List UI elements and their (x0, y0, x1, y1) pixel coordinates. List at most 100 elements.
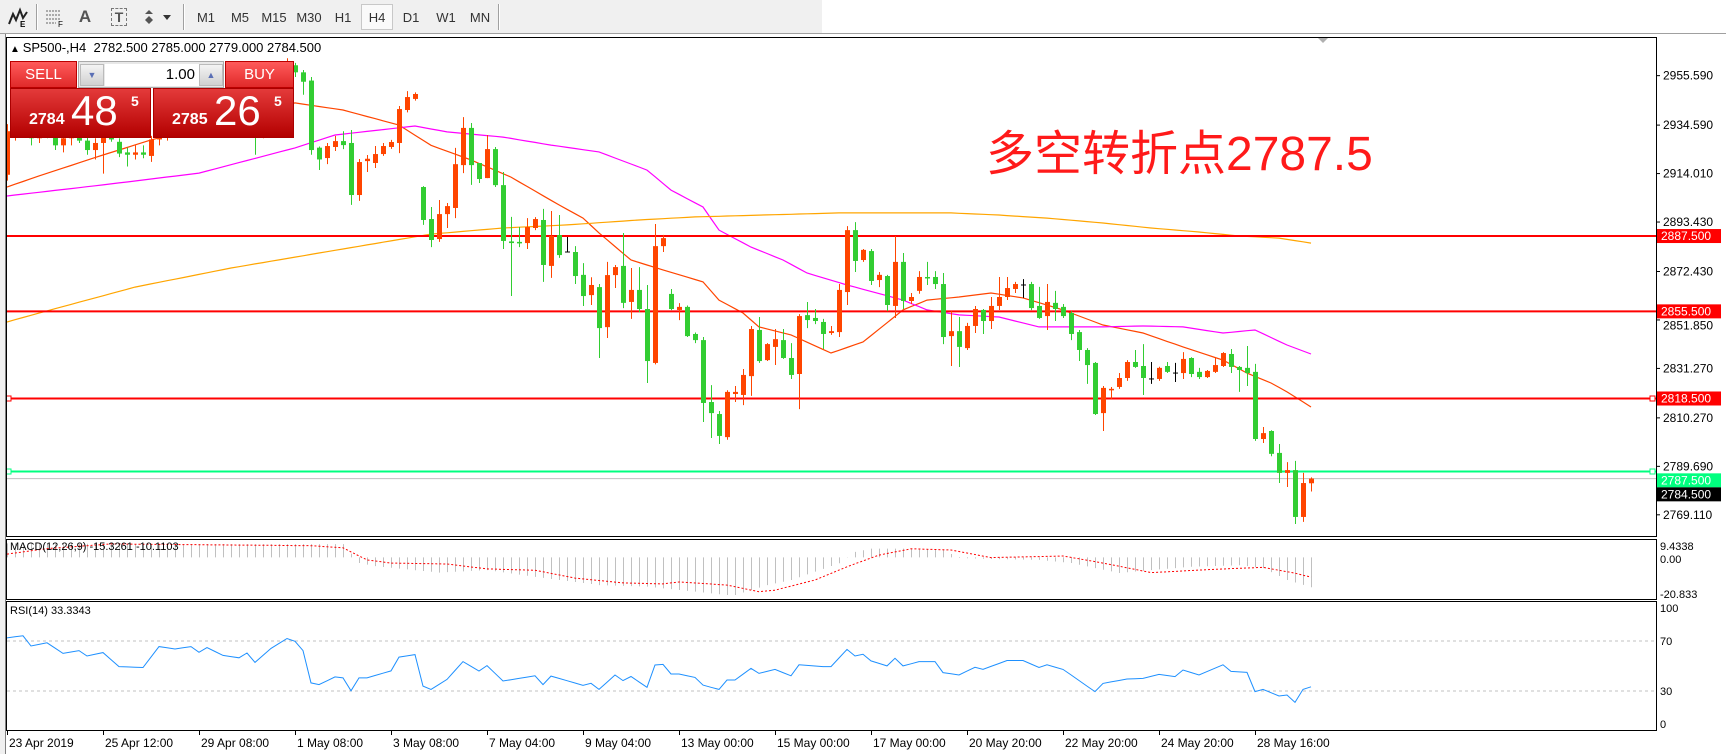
candle (805, 301, 810, 329)
sell-price-fraction: 5 (131, 93, 139, 109)
candle-body (429, 219, 434, 241)
candle (981, 309, 986, 334)
candle-body (1069, 313, 1074, 334)
candle-body (805, 315, 810, 321)
candle-body (653, 246, 658, 363)
candle-body (1213, 365, 1218, 372)
candle-body (1101, 387, 1106, 414)
timeframe-m1[interactable]: M1 (196, 9, 216, 25)
timeframe-h4[interactable]: H4 (361, 4, 393, 30)
candle (117, 138, 122, 158)
timeframe-m5[interactable]: M5 (230, 9, 250, 25)
candle-body (1141, 365, 1146, 379)
candle (373, 146, 378, 168)
candle-body (605, 275, 610, 328)
candle-body (125, 152, 130, 155)
candle (685, 305, 690, 338)
lot-size-input[interactable]: 1.00 (105, 64, 199, 86)
chart-shift-marker[interactable] (1318, 38, 1328, 43)
candle (1269, 430, 1274, 457)
timeframe-m30[interactable]: M30 (296, 9, 322, 25)
candle-body (1061, 306, 1066, 317)
candle (677, 303, 682, 321)
candle (829, 325, 834, 335)
candle (1237, 365, 1242, 392)
candle-body (789, 357, 794, 375)
candle-body (501, 185, 506, 241)
candle (133, 145, 138, 160)
candle-body (469, 127, 474, 166)
buy-price-box[interactable]: 2785 26 5 (153, 87, 294, 138)
time-axis-label: 25 Apr 12:00 (105, 736, 173, 750)
candle (949, 311, 954, 366)
sell-price-prefix: 2784 (29, 111, 65, 128)
candle (757, 317, 762, 363)
candle-body (437, 214, 442, 240)
lot-increase-button[interactable]: ▲ (199, 64, 223, 86)
line-anchor-handle[interactable] (1649, 468, 1656, 475)
chart-annotation-text[interactable]: 多空转折点2787.5 (986, 128, 1373, 181)
candle-body (645, 309, 650, 362)
timeframe-m15[interactable]: M15 (261, 9, 287, 25)
timeframe-mn[interactable]: MN (469, 9, 491, 25)
candle (597, 284, 602, 358)
candle-body (773, 339, 778, 347)
candle-body (1093, 362, 1098, 415)
time-axis-label: 24 May 20:00 (1161, 736, 1234, 750)
chart-header: ▲ SP500-,H4 2782.500 2785.000 2779.000 2… (10, 40, 321, 55)
candle (1141, 344, 1146, 395)
main-panel-frame (6, 37, 1657, 537)
candle-body (541, 219, 546, 265)
text-a-icon[interactable]: A (78, 7, 92, 26)
candle (781, 329, 786, 359)
timeframe-w1[interactable]: W1 (436, 9, 456, 25)
grid-f-icon[interactable]: F (40, 4, 68, 30)
candle-body (1117, 378, 1122, 387)
price-axis-label: 2789.690 (1663, 459, 1713, 473)
time-axis-label: 20 May 20:00 (969, 736, 1042, 750)
candle-body (917, 276, 922, 291)
candle (469, 122, 474, 185)
candle-body (317, 147, 322, 160)
candle (1277, 443, 1282, 484)
candle (717, 410, 722, 444)
candle (1125, 360, 1130, 381)
timeframe-h1[interactable]: H1 (334, 9, 352, 25)
line-anchor-handle[interactable] (6, 395, 12, 402)
expert-chart-icon[interactable]: E (4, 4, 32, 30)
sell-button[interactable]: SELL (10, 61, 77, 88)
candle (637, 267, 642, 313)
timeframe-d1[interactable]: D1 (402, 9, 420, 25)
candle (725, 390, 730, 440)
line-anchor-handle[interactable] (1649, 395, 1656, 402)
candle (341, 131, 346, 150)
time-axis-label: 28 May 16:00 (1257, 736, 1330, 750)
candle (1173, 362, 1178, 383)
candle (765, 343, 770, 362)
text-label-icon[interactable]: T (106, 4, 132, 30)
candle (1077, 329, 1082, 362)
candle (1029, 281, 1034, 311)
text-label-glyph: T (110, 8, 128, 26)
candle-body (109, 137, 114, 140)
candle (1101, 386, 1106, 431)
candle-body (1005, 288, 1010, 297)
candle-body (133, 152, 138, 155)
candle-body (765, 344, 770, 361)
line-anchor-handle[interactable] (6, 468, 12, 475)
candle (389, 139, 394, 149)
candle (141, 145, 146, 159)
candle (509, 216, 514, 297)
arrows-menu-icon[interactable] (140, 4, 176, 30)
candle-body (829, 331, 834, 334)
price-axis-label: 2810.270 (1663, 411, 1713, 425)
lot-decrease-button[interactable]: ▼ (80, 64, 104, 86)
buy-button[interactable]: BUY (225, 61, 294, 88)
level-price-tag (1657, 473, 1721, 488)
sell-price-box[interactable]: 2784 48 5 (10, 87, 151, 138)
candle-body (61, 138, 66, 146)
macd-axis-label: -20.833 (1660, 589, 1697, 601)
collapse-triangle-icon[interactable]: ▲ (10, 44, 23, 55)
candle-body (141, 152, 146, 155)
